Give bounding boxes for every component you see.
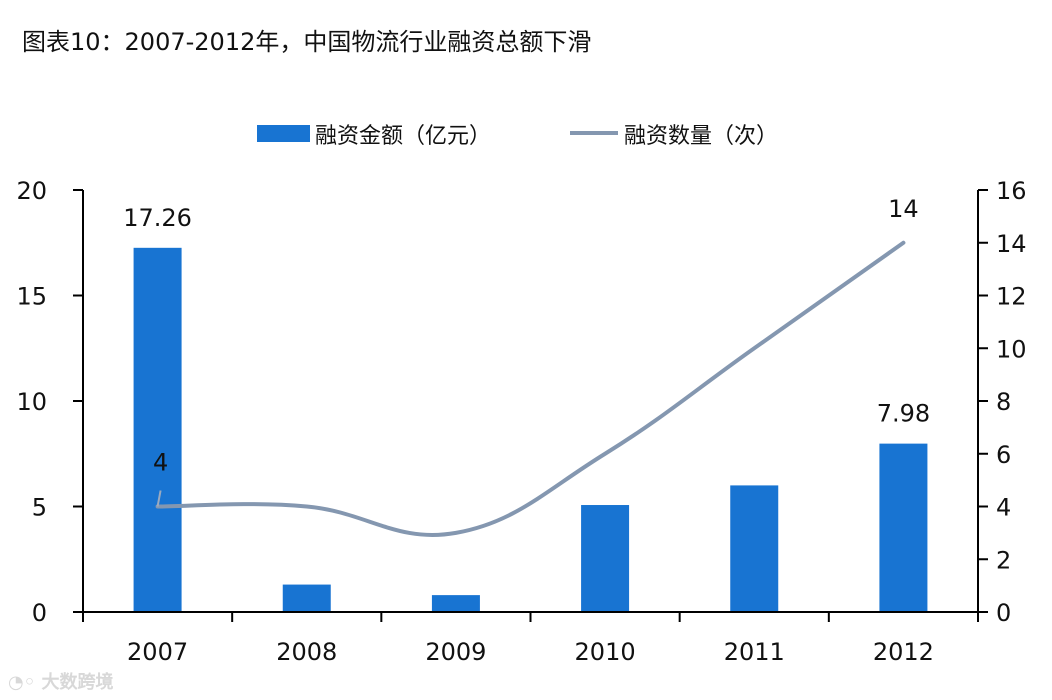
right-tick-label: 4 — [996, 494, 1011, 522]
left-tick-label: 15 — [16, 283, 47, 311]
bar-2009 — [431, 595, 480, 612]
bar-2008 — [282, 584, 331, 612]
data-label: 7.98 — [877, 400, 930, 428]
watermark: ◔◦ 大数跨境 — [8, 672, 114, 693]
watermark-logo-icon: ◔◦ — [8, 672, 42, 693]
x-tick-label: 2008 — [276, 638, 337, 666]
right-tick-label: 0 — [996, 599, 1011, 627]
right-tick-label: 12 — [996, 283, 1027, 311]
bar-2010 — [581, 505, 630, 612]
data-label: 17.26 — [123, 204, 192, 232]
x-tick-label: 2012 — [873, 638, 934, 666]
x-tick-label: 2009 — [425, 638, 486, 666]
bar-2012 — [879, 443, 928, 612]
left-tick-label: 20 — [16, 177, 47, 205]
left-tick-label: 10 — [16, 388, 47, 416]
right-tick-label: 8 — [996, 388, 1011, 416]
right-tick-label: 6 — [996, 441, 1011, 469]
legend-bar-swatch — [257, 125, 310, 142]
right-tick-label: 2 — [996, 546, 1011, 574]
data-label: 4 — [153, 449, 168, 477]
right-tick-label: 10 — [996, 335, 1027, 363]
x-tick-label: 2010 — [575, 638, 636, 666]
bar-2011 — [730, 485, 779, 612]
bar-2007 — [133, 247, 182, 612]
x-tick-label: 2007 — [127, 638, 188, 666]
right-tick-label: 14 — [996, 230, 1027, 258]
legend-bar-label: 融资金额（亿元） — [315, 124, 491, 149]
chart-title: 图表10：2007-2012年，中国物流行业融资总额下滑 — [22, 28, 592, 56]
legend-line-label: 融资数量（次） — [624, 124, 778, 149]
left-tick-label: 0 — [32, 599, 47, 627]
data-label: 14 — [888, 195, 919, 223]
right-tick-label: 16 — [996, 177, 1027, 205]
label-leader — [156, 490, 162, 507]
line-series-count — [155, 240, 906, 537]
x-tick-label: 2011 — [724, 638, 785, 666]
left-tick-label: 5 — [32, 494, 47, 522]
